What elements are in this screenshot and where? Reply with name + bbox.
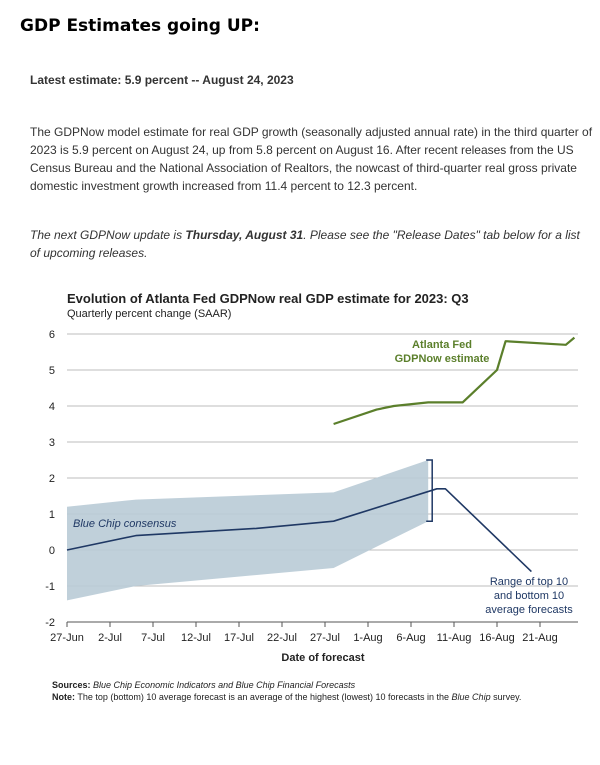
y-tick-label: 1 <box>49 509 55 521</box>
x-tick-label: 16-Aug <box>479 632 514 644</box>
next-update-pre: The next GDPNow update is <box>30 228 186 242</box>
x-tick-label: 2-Jul <box>98 632 122 644</box>
note-line: Note: The top (bottom) 10 average foreca… <box>52 691 521 703</box>
range-band-label: average forecasts <box>485 604 573 616</box>
note-em: Blue Chip <box>451 692 491 702</box>
next-update-note: The next GDPNow update is Thursday, Augu… <box>30 226 590 262</box>
gdpnow-series-label: Atlanta Fed <box>412 339 472 351</box>
note-label: Note: <box>52 692 75 702</box>
x-tick-label: 27-Jun <box>50 632 84 644</box>
next-update-post: . Please see the "Release Dates" tab bel… <box>30 228 580 260</box>
y-tick-label: 5 <box>49 365 55 377</box>
y-tick-label: 4 <box>49 401 55 413</box>
y-tick-label: -2 <box>45 617 55 629</box>
chart-subtitle: Quarterly percent change (SAAR) <box>67 308 232 320</box>
summary-paragraph: The GDPNow model estimate for real GDP g… <box>30 125 593 193</box>
x-tick-label: 11-Aug <box>437 632 472 644</box>
x-tick-label: 7-Jul <box>141 632 165 644</box>
range-band-label: Range of top 10 <box>490 576 568 588</box>
gdpnow-series-line <box>333 336 576 426</box>
y-tick-label: 6 <box>49 329 55 341</box>
gdpnow-series-label: GDPNow estimate <box>395 353 490 365</box>
note-pre: The top (bottom) 10 average forecast is … <box>77 692 452 702</box>
x-tick-label: 12-Jul <box>181 632 211 644</box>
x-tick-label: 17-Jul <box>224 632 254 644</box>
note-post: survey. <box>490 692 522 702</box>
y-tick-label: -1 <box>45 581 55 593</box>
sources-label: Sources: <box>52 680 91 690</box>
chart-title: Evolution of Atlanta Fed GDPNow real GDP… <box>67 291 469 306</box>
x-tick-label: 22-Jul <box>267 632 297 644</box>
y-tick-label: 0 <box>49 545 55 557</box>
sources-note: Sources: Blue Chip Economic Indicators a… <box>52 679 521 703</box>
bluechip-series-label: Blue Chip consensus <box>73 518 177 530</box>
x-tick-label: 21-Aug <box>522 632 557 644</box>
sources-text: Blue Chip Economic Indicators and Blue C… <box>93 680 356 690</box>
x-axis-title: Date of forecast <box>281 652 364 664</box>
y-tick-label: 2 <box>49 473 55 485</box>
bluechip-series-line <box>66 488 532 573</box>
sources-line: Sources: Blue Chip Economic Indicators a… <box>52 679 521 691</box>
next-update-date: Thursday, August 31 <box>185 228 304 242</box>
x-tick-label: 1-Aug <box>353 632 382 644</box>
range-band-label: and bottom 10 <box>494 590 564 602</box>
y-tick-label: 3 <box>49 437 55 449</box>
forecast-range-band <box>67 460 429 601</box>
page-heading: GDP Estimates going UP: <box>20 16 260 36</box>
latest-estimate: Latest estimate: 5.9 percent -- August 2… <box>30 73 294 87</box>
x-tick-label: 27-Jul <box>310 632 340 644</box>
x-tick-label: 6-Aug <box>396 632 425 644</box>
